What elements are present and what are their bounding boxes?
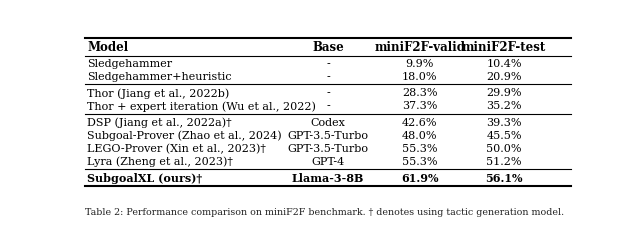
Text: Thor + expert iteration (Wu et al., 2022): Thor + expert iteration (Wu et al., 2022… [88, 101, 316, 112]
Text: 50.0%: 50.0% [486, 144, 522, 154]
Text: 20.9%: 20.9% [486, 72, 522, 82]
Text: 56.1%: 56.1% [485, 173, 523, 184]
Text: 39.3%: 39.3% [486, 118, 522, 128]
Text: GPT-4: GPT-4 [312, 157, 344, 167]
Text: 10.4%: 10.4% [486, 59, 522, 69]
Text: miniF2F-test: miniF2F-test [462, 41, 546, 54]
Text: Sledgehammer: Sledgehammer [88, 59, 173, 69]
Text: Subgoal-Prover (Zhao et al., 2024): Subgoal-Prover (Zhao et al., 2024) [88, 131, 282, 141]
Text: 55.3%: 55.3% [402, 144, 438, 154]
Text: Base: Base [312, 41, 344, 54]
Text: 18.0%: 18.0% [402, 72, 438, 82]
Text: Model: Model [88, 41, 129, 54]
Text: 51.2%: 51.2% [486, 157, 522, 167]
Text: 29.9%: 29.9% [486, 89, 522, 98]
Text: -: - [326, 59, 330, 69]
Text: Thor (Jiang et al., 2022b): Thor (Jiang et al., 2022b) [88, 88, 230, 99]
Text: 35.2%: 35.2% [486, 101, 522, 111]
Text: -: - [326, 89, 330, 98]
Text: miniF2F-valid: miniF2F-valid [374, 41, 465, 54]
Text: Codex: Codex [310, 118, 346, 128]
Text: Lyra (Zheng et al., 2023)†: Lyra (Zheng et al., 2023)† [88, 156, 234, 167]
Text: Llama-3-8B: Llama-3-8B [292, 173, 364, 184]
Text: 55.3%: 55.3% [402, 157, 438, 167]
Text: 48.0%: 48.0% [402, 131, 438, 141]
Text: LEGO-Prover (Xin et al., 2023)†: LEGO-Prover (Xin et al., 2023)† [88, 144, 266, 154]
Text: 9.9%: 9.9% [406, 59, 434, 69]
Text: -: - [326, 101, 330, 111]
Text: Table 2: Performance comparison on miniF2F benchmark. † denotes using tactic gen: Table 2: Performance comparison on miniF… [85, 208, 564, 217]
Text: DSP (Jiang et al., 2022a)†: DSP (Jiang et al., 2022a)† [88, 118, 232, 128]
Text: 45.5%: 45.5% [486, 131, 522, 141]
Text: SubgoalXL (ours)†: SubgoalXL (ours)† [88, 173, 203, 184]
Text: 37.3%: 37.3% [402, 101, 438, 111]
Text: GPT-3.5-Turbo: GPT-3.5-Turbo [287, 131, 369, 141]
Text: 42.6%: 42.6% [402, 118, 438, 128]
Text: 28.3%: 28.3% [402, 89, 438, 98]
Text: -: - [326, 72, 330, 82]
Text: 61.9%: 61.9% [401, 173, 438, 184]
Text: Sledgehammer+heuristic: Sledgehammer+heuristic [88, 72, 232, 82]
Text: GPT-3.5-Turbo: GPT-3.5-Turbo [287, 144, 369, 154]
